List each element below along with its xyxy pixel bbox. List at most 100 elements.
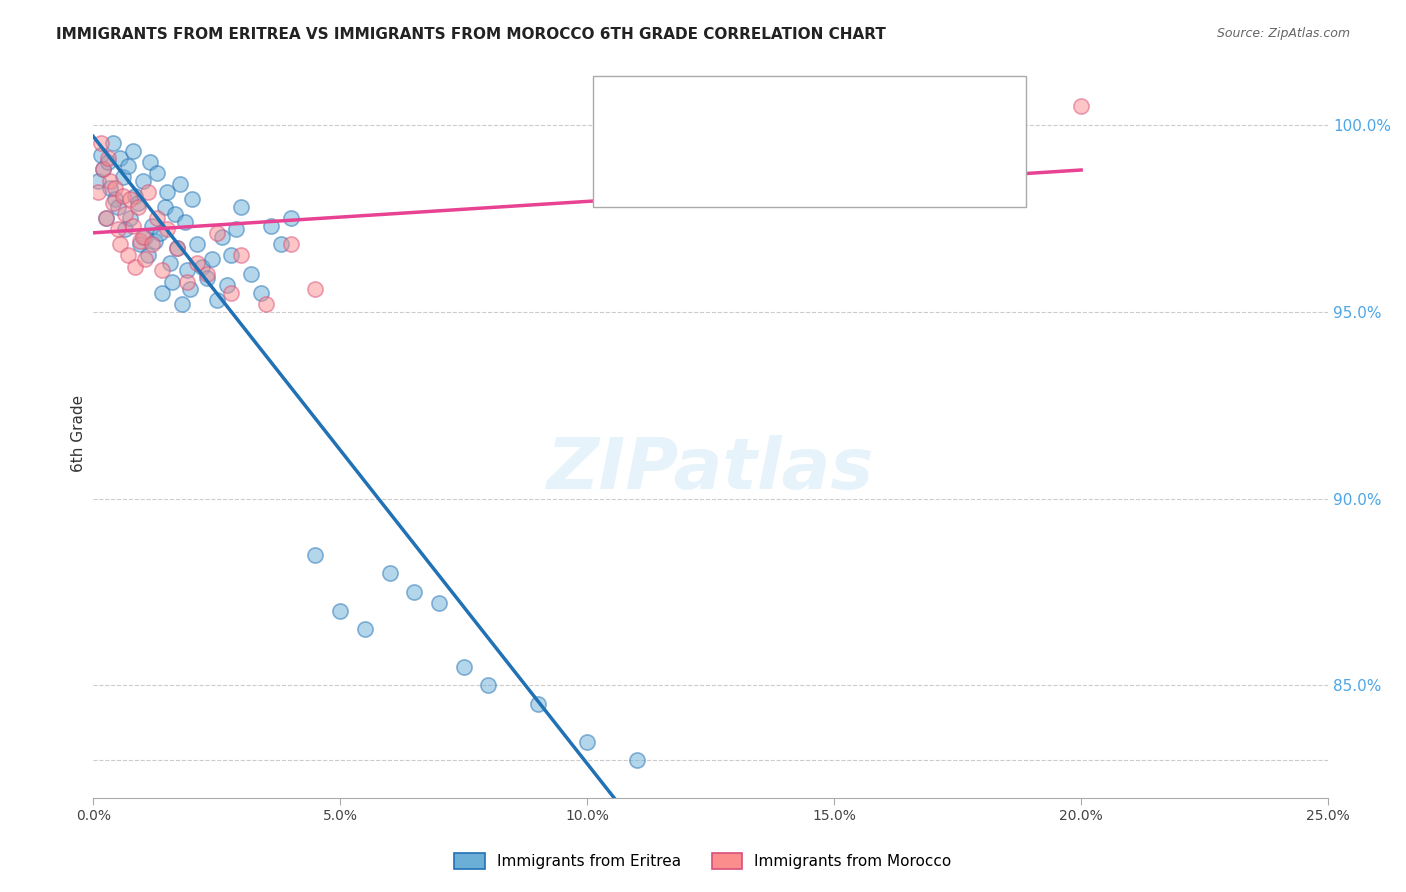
Point (131, 174, 153, 188)
Point (110, 151, 132, 165)
Text: IMMIGRANTS FROM ERITREA VS IMMIGRANTS FROM MOROCCO 6TH GRADE CORRELATION CHART: IMMIGRANTS FROM ERITREA VS IMMIGRANTS FR… (56, 27, 886, 42)
Point (250, 285, 273, 300)
Point (205, 293, 228, 308)
Point (195, 267, 218, 281)
Point (211, 229, 233, 244)
Point (104, 181, 127, 195)
Point (240, 267, 263, 281)
Point (114, 207, 136, 221)
Point (181, 193, 204, 207)
Legend: Immigrants from Eritrea, Immigrants from Morocco: Immigrants from Eritrea, Immigrants from… (449, 847, 957, 875)
Point (150, 285, 173, 300)
Point (254, 297, 277, 311)
Point (179, 282, 201, 296)
Point (97, 155, 120, 169)
Point (94, 211, 117, 225)
Point (97, 151, 120, 165)
Point (166, 241, 188, 255)
Point (453, 660, 475, 674)
Point (378, 566, 401, 581)
Point (141, 219, 163, 233)
Point (169, 178, 191, 192)
Point (101, 136, 124, 151)
Point (101, 196, 124, 211)
Point (186, 256, 208, 270)
Y-axis label: 6th Grade: 6th Grade (72, 394, 86, 472)
Point (221, 248, 243, 262)
Point (163, 207, 186, 221)
Point (221, 285, 243, 300)
Point (124, 260, 146, 274)
Point (1070, 99, 1092, 113)
Point (117, 159, 139, 173)
Legend: R = 0.016   N = 65, R = 0.524   N = 36: R = 0.016 N = 65, R = 0.524 N = 36 (713, 99, 931, 165)
Point (159, 256, 181, 270)
Point (195, 271, 218, 285)
Point (139, 155, 162, 169)
Point (134, 229, 156, 244)
Point (186, 237, 208, 252)
Point (100, 181, 122, 195)
Point (526, 697, 548, 711)
Point (166, 241, 188, 255)
Point (120, 193, 142, 207)
Point (87, 174, 110, 188)
Point (141, 237, 163, 252)
Point (225, 222, 247, 236)
Point (136, 185, 159, 199)
Point (156, 222, 179, 236)
Point (100, 174, 122, 188)
Point (231, 200, 253, 214)
FancyBboxPatch shape (593, 76, 1025, 207)
Point (124, 188, 146, 202)
Point (87, 185, 110, 199)
Point (329, 604, 352, 618)
Point (117, 248, 139, 262)
Point (626, 753, 648, 767)
Point (231, 248, 253, 262)
Point (104, 193, 127, 207)
Point (280, 211, 302, 225)
Point (191, 260, 214, 274)
Point (146, 211, 169, 225)
Point (201, 252, 224, 267)
Point (280, 237, 302, 252)
Point (129, 234, 152, 248)
Point (576, 734, 599, 748)
Point (121, 144, 143, 158)
Point (131, 229, 153, 244)
Point (304, 548, 326, 562)
Point (91, 162, 114, 177)
Point (114, 222, 136, 236)
Point (173, 215, 195, 229)
Point (160, 275, 183, 289)
Point (153, 200, 176, 214)
Point (176, 275, 198, 289)
Point (94, 211, 117, 225)
Point (90, 136, 112, 151)
Point (111, 188, 134, 202)
Point (120, 211, 142, 225)
Point (260, 219, 283, 233)
Point (270, 237, 292, 252)
Point (107, 222, 129, 236)
Point (91, 162, 114, 177)
Point (172, 297, 194, 311)
Point (215, 278, 238, 293)
Point (477, 678, 499, 692)
Point (146, 166, 169, 180)
Point (404, 585, 426, 599)
Point (304, 282, 326, 296)
Point (176, 263, 198, 277)
Text: Source: ZipAtlas.com: Source: ZipAtlas.com (1216, 27, 1350, 40)
Point (107, 200, 129, 214)
Point (136, 248, 159, 262)
Point (129, 237, 152, 252)
Point (127, 200, 149, 214)
Point (354, 623, 377, 637)
Point (149, 226, 172, 240)
Text: ZIPatlas: ZIPatlas (547, 435, 875, 504)
Point (156, 185, 179, 199)
Point (205, 226, 228, 240)
Point (90, 147, 112, 161)
